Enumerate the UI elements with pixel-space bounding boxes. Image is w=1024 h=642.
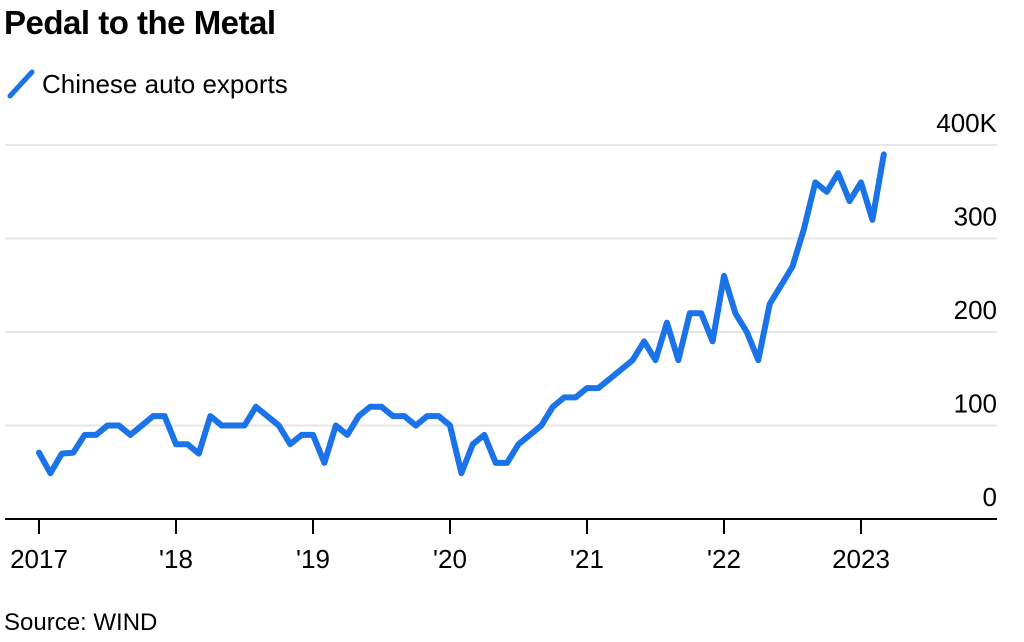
x-tick-label: 2023 xyxy=(832,544,890,574)
x-tick-label: '18 xyxy=(159,544,193,574)
y-tick-label: 100 xyxy=(954,389,997,419)
x-tick-label: '20 xyxy=(433,544,467,574)
y-tick-label: 300 xyxy=(954,202,997,232)
y-tick-label: 200 xyxy=(954,295,997,325)
chart-title: Pedal to the Metal xyxy=(4,4,276,41)
y-tick-label: 0 xyxy=(983,482,997,512)
legend-swatch-line xyxy=(7,69,35,99)
source-note: Source: WIND xyxy=(4,609,158,636)
series-line-chinese-auto-exports xyxy=(36,151,887,477)
y-tick-label: 400K xyxy=(936,108,997,138)
x-tick-label: '22 xyxy=(707,544,741,574)
x-tick-label: 2017 xyxy=(10,544,68,574)
legend-label: Chinese auto exports xyxy=(42,68,288,99)
line-swatch-icon xyxy=(7,69,35,99)
legend: Chinese auto exports xyxy=(6,66,288,102)
x-tick-label: '21 xyxy=(570,544,604,574)
x-tick-label: '19 xyxy=(296,544,330,574)
